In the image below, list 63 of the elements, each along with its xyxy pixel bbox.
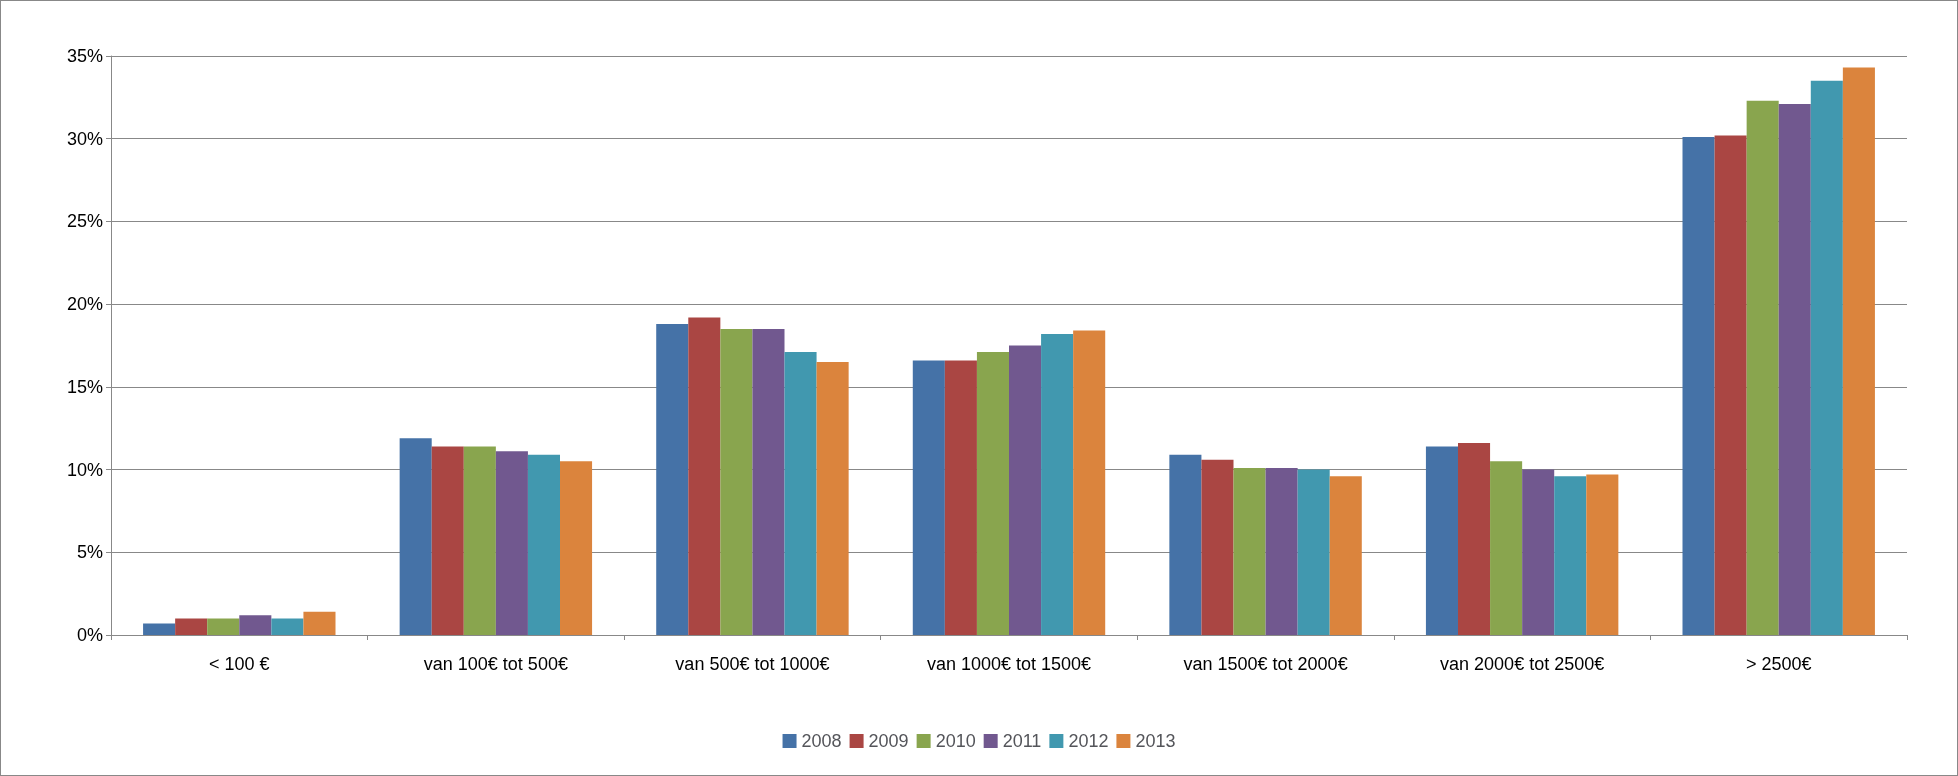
bar bbox=[1522, 469, 1555, 635]
bar bbox=[1009, 345, 1042, 635]
y-tick-label: 5% bbox=[76, 542, 103, 563]
bar bbox=[816, 362, 849, 635]
bar bbox=[303, 611, 336, 635]
x-tick-label: > 2500€ bbox=[1745, 654, 1812, 674]
bar bbox=[1233, 467, 1266, 635]
legend-label: 2012 bbox=[1068, 731, 1109, 751]
bar bbox=[1554, 476, 1587, 635]
y-tick-label: 20% bbox=[66, 294, 103, 315]
bar bbox=[1425, 446, 1458, 635]
bar bbox=[688, 317, 721, 635]
bar bbox=[560, 461, 593, 635]
bar bbox=[976, 352, 1009, 635]
y-tick-label: 25% bbox=[66, 211, 103, 232]
bar bbox=[463, 446, 496, 635]
legend-label: 2008 bbox=[801, 731, 842, 751]
bar bbox=[527, 454, 560, 635]
bar bbox=[1329, 476, 1362, 635]
bar bbox=[720, 328, 753, 635]
legend-label: 2011 bbox=[1002, 731, 1042, 751]
y-tick-label: 0% bbox=[76, 625, 103, 645]
legend-label: 2010 bbox=[935, 731, 976, 751]
x-tick-label: van 100€ tot 500€ bbox=[423, 654, 568, 674]
x-tick-label: van 1500€ tot 2000€ bbox=[1183, 654, 1348, 674]
bar bbox=[431, 446, 464, 635]
y-tick-label: 30% bbox=[66, 128, 103, 149]
y-tick-label: 10% bbox=[66, 459, 103, 480]
bar bbox=[1746, 100, 1779, 635]
bar bbox=[495, 451, 528, 635]
x-tick-label: van 1000€ tot 1500€ bbox=[926, 654, 1092, 674]
bar bbox=[1842, 67, 1875, 635]
bar bbox=[1778, 103, 1811, 635]
bar bbox=[944, 360, 977, 635]
bar bbox=[399, 438, 432, 635]
bar bbox=[656, 323, 689, 635]
bar bbox=[1810, 80, 1843, 635]
bar bbox=[912, 360, 945, 635]
bar bbox=[239, 615, 272, 635]
bar bbox=[1297, 469, 1330, 635]
y-tick-label: 35% bbox=[66, 46, 103, 66]
bar bbox=[1041, 333, 1074, 635]
bar bbox=[1169, 454, 1202, 635]
bar bbox=[784, 352, 817, 635]
bar bbox=[175, 618, 208, 635]
x-tick-label: van 2000€ tot 2500€ bbox=[1440, 654, 1605, 674]
bar bbox=[143, 623, 176, 635]
bar bbox=[1201, 459, 1234, 635]
bar bbox=[271, 618, 304, 635]
legend-label: 2013 bbox=[1135, 731, 1176, 751]
x-tick-label: < 100 € bbox=[209, 654, 270, 674]
x-tick-label: van 500€ tot 1000€ bbox=[675, 654, 830, 674]
y-tick-label: 15% bbox=[66, 376, 103, 397]
bar bbox=[752, 328, 785, 635]
bar bbox=[1265, 467, 1298, 635]
bar bbox=[1714, 135, 1747, 635]
legend-label: 2009 bbox=[868, 731, 909, 751]
bar bbox=[1073, 330, 1106, 635]
bar bbox=[1682, 137, 1715, 635]
bar bbox=[207, 618, 240, 635]
bar bbox=[1490, 461, 1523, 635]
bar bbox=[1586, 474, 1619, 635]
bar bbox=[1458, 443, 1491, 635]
